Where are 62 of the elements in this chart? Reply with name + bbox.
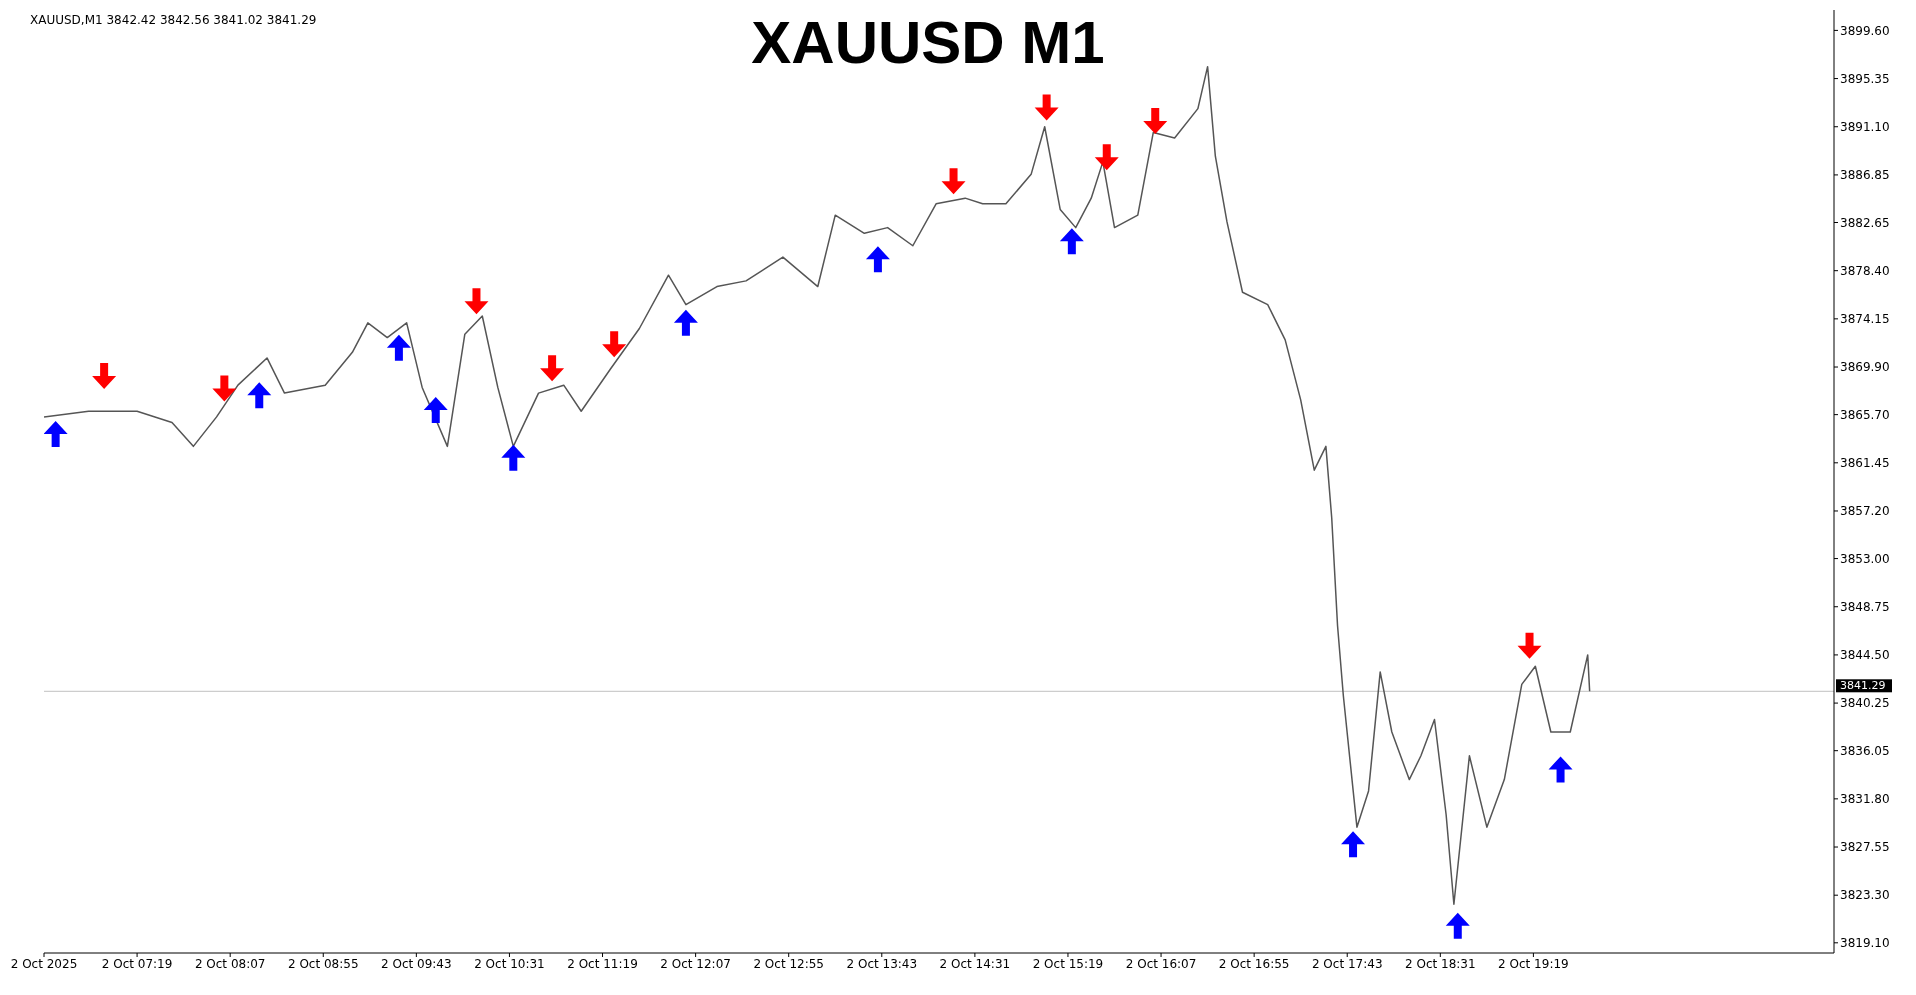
- point: [1341, 831, 1366, 858]
- point: [212, 375, 237, 402]
- y-tick-label: 3861.45: [1840, 456, 1890, 471]
- y-tick-label: 3882.65: [1840, 215, 1890, 230]
- line-series: [44, 65, 1591, 906]
- y-tick-label: 3840.25: [1840, 696, 1890, 711]
- y-tick-label: 3895.35: [1840, 71, 1890, 86]
- x-tick-label: 2 Oct 12:07: [660, 956, 731, 971]
- y-tick-label: 3823.30: [1840, 888, 1890, 903]
- x-tick-label: 2 Oct 16:07: [1125, 956, 1197, 971]
- y-tick-label: 3853.00: [1840, 551, 1890, 566]
- y-tick-label: 3848.75: [1840, 600, 1890, 614]
- chart-title: XAUUSD M1: [751, 9, 1105, 76]
- x-tick-label: 2 Oct 15:19: [1032, 956, 1104, 971]
- point: [1059, 228, 1084, 255]
- x-tick-label: 2 Oct 08:07: [194, 956, 266, 971]
- point: [673, 309, 698, 336]
- x-tick-label: 2 Oct 16:55: [1218, 956, 1290, 971]
- point: [1094, 144, 1119, 171]
- x-tick-label: 2 Oct 17:43: [1311, 956, 1383, 971]
- point: [423, 397, 448, 424]
- point: [1143, 108, 1168, 135]
- y-tick-label: 3874.15: [1840, 312, 1890, 327]
- y-tick-label: 3844.50: [1840, 648, 1890, 663]
- y-tick-label: 3831.80: [1840, 792, 1890, 807]
- y-tick-label: 3819.10: [1840, 936, 1890, 951]
- point: [540, 355, 565, 382]
- y-tick-label: 3878.40: [1840, 263, 1890, 278]
- x-tick-label: 2 Oct 19:19: [1498, 956, 1569, 971]
- point: [247, 382, 272, 409]
- x-tick-label: 2 Oct 07:19: [101, 956, 173, 971]
- point: [92, 363, 117, 390]
- point: [941, 168, 966, 195]
- point: [464, 288, 489, 315]
- x-tick-label: 2 Oct 09:43: [381, 956, 452, 971]
- point: [1548, 756, 1573, 783]
- x-tick-label: 2 Oct 2025: [10, 956, 78, 971]
- point: [44, 420, 68, 447]
- y-tick-label: 3865.70: [1840, 407, 1890, 422]
- x-tick-label: 2 Oct 08:55: [287, 956, 359, 971]
- x-tick-label: 2 Oct 14:31: [939, 956, 1011, 971]
- annotation: XAUUSD,M1 3842.42 3842.56 3841.02 3841.29: [30, 13, 317, 27]
- y-tick-label: 3836.05: [1840, 743, 1890, 758]
- y-tick-label: 3886.85: [1840, 168, 1890, 183]
- x-tick-label: 2 Oct 13:43: [846, 956, 918, 971]
- point: [1445, 912, 1470, 939]
- y-tick-label: 3899.60: [1840, 23, 1890, 38]
- point: [865, 246, 890, 273]
- x-tick-label: 2 Oct 12:55: [753, 956, 824, 971]
- point: [501, 444, 526, 471]
- x-tick-label: 2 Oct 10:31: [474, 956, 545, 971]
- y-tick-label: 3857.20: [1840, 504, 1890, 519]
- point: [386, 334, 411, 361]
- ref-line-label: 3841.29: [1840, 679, 1886, 693]
- point: [602, 331, 627, 358]
- x-tick-label: 2 Oct 11:19: [567, 956, 638, 971]
- point: [1517, 632, 1542, 659]
- y-tick-label: 3827.55: [1840, 840, 1890, 855]
- x-tick-label: 2 Oct 18:31: [1405, 956, 1476, 971]
- point: [1034, 94, 1059, 121]
- y-tick-label: 3891.10: [1840, 120, 1890, 134]
- y-tick-label: 3869.90: [1840, 360, 1890, 375]
